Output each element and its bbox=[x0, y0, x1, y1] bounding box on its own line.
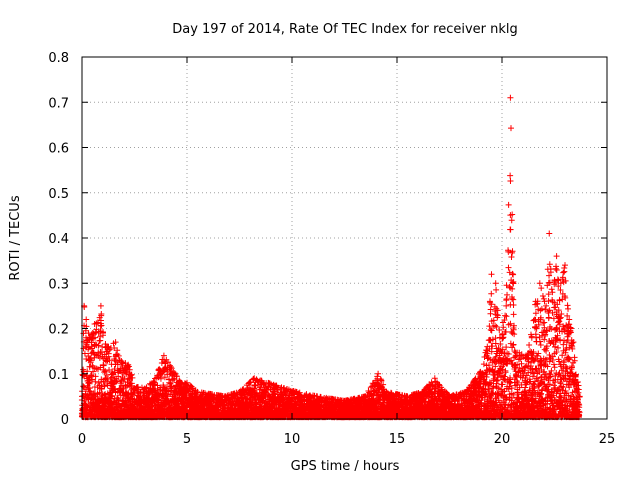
y-tick-label: 0.7 bbox=[48, 96, 69, 111]
y-tick-label: 0.8 bbox=[48, 51, 69, 66]
y-axis-label: ROTI / TECUs bbox=[8, 195, 23, 280]
x-tick-label: 5 bbox=[183, 432, 191, 447]
x-axis-label: GPS time / hours bbox=[291, 459, 400, 474]
y-tick-label: 0.1 bbox=[48, 368, 69, 383]
y-tick-label: 0 bbox=[61, 413, 69, 428]
x-tick-label: 10 bbox=[284, 432, 301, 447]
x-tick-label: 15 bbox=[389, 432, 406, 447]
x-tick-label: 25 bbox=[599, 432, 616, 447]
x-axis-ticks: 0 5 10 15 20 25 bbox=[78, 57, 615, 447]
y-tick-label: 0.6 bbox=[48, 142, 69, 157]
y-tick-label: 0.2 bbox=[48, 323, 69, 338]
chart-title: Day 197 of 2014, Rate Of TEC Index for r… bbox=[172, 22, 518, 37]
x-tick-label: 20 bbox=[494, 432, 511, 447]
y-tick-label: 0.5 bbox=[48, 187, 69, 202]
y-tick-label: 0.4 bbox=[48, 232, 69, 247]
y-tick-label: 0.3 bbox=[48, 277, 69, 292]
scatter-points bbox=[78, 94, 583, 421]
x-tick-label: 0 bbox=[78, 432, 86, 447]
data-points bbox=[78, 94, 583, 421]
y-axis-ticks: 0 0.1 0.2 0.3 0.4 0.5 0.6 0.7 0.8 bbox=[48, 51, 607, 428]
grid-lines bbox=[82, 57, 607, 419]
